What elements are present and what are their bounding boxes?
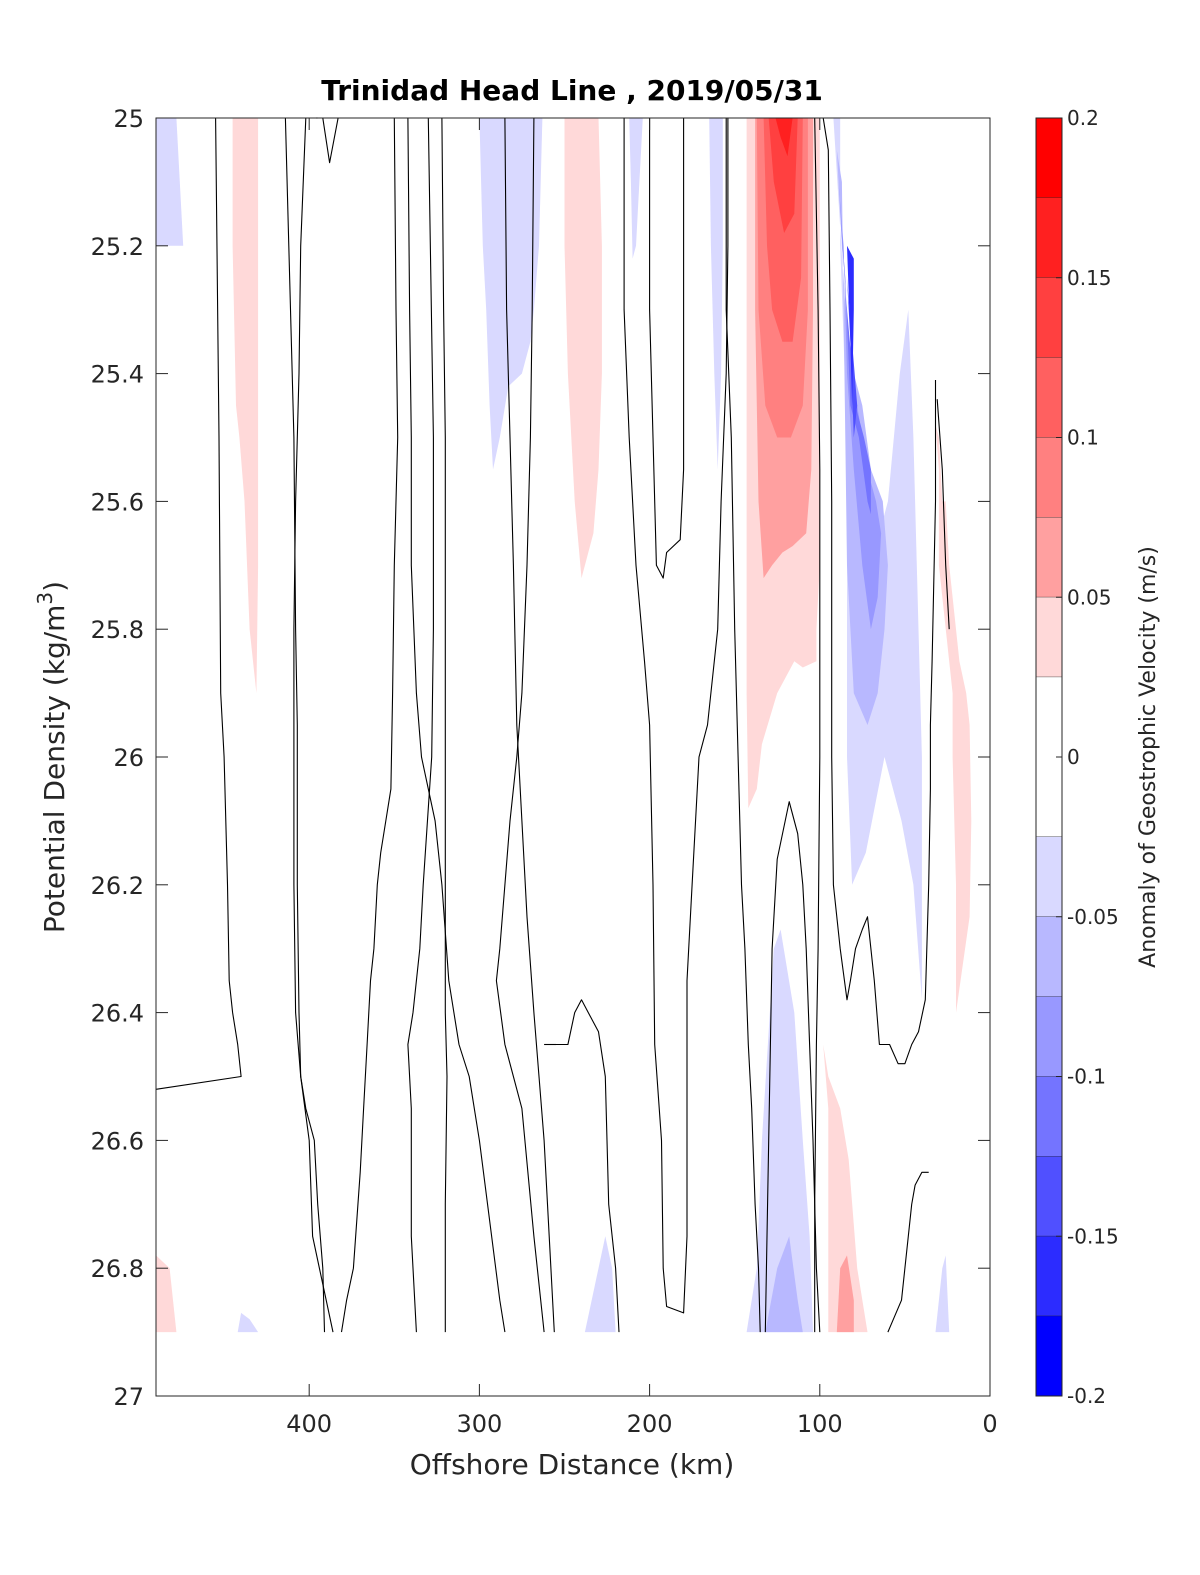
colorbar-tick-label: -0.15 <box>1067 1224 1119 1248</box>
colorbar-level <box>1036 1076 1062 1157</box>
y-axis-label: Potential Density (kg/m3) <box>33 581 71 933</box>
contour-fill-region <box>935 424 972 1077</box>
colorbar-level <box>1036 357 1062 438</box>
zero-contour-line <box>649 118 685 579</box>
colorbar-label: Anomaly of Geostrophic Velocity (m/s) <box>1136 546 1161 968</box>
colorbar-tick-label: -0.05 <box>1067 905 1119 929</box>
contour-fill-region <box>823 1044 868 1333</box>
y-tick-label: 25.2 <box>91 233 144 261</box>
zero-contour-line <box>340 117 399 1333</box>
y-tick-label: 25.6 <box>91 488 144 516</box>
zero-contour-lines <box>155 117 950 1333</box>
zero-contour-line <box>284 117 326 1333</box>
contour-fill-region <box>479 118 543 470</box>
contour-fill-region <box>935 1255 950 1333</box>
zero-contour-line <box>725 118 761 1333</box>
contour-fill-region <box>836 1255 854 1333</box>
contour-fill-region <box>569 118 582 246</box>
zero-contour-line <box>822 117 937 1065</box>
zero-contour-line <box>155 117 242 1090</box>
y-tick-label: 26 <box>113 744 144 772</box>
contour-fill-region <box>838 181 882 630</box>
filled-contours <box>156 118 972 1333</box>
zero-contour-line <box>495 117 545 1333</box>
colorbar-levels <box>1036 118 1062 1397</box>
contour-fill-region <box>156 1255 177 1333</box>
contour-fill-region <box>746 929 813 1333</box>
colorbar-level <box>1036 836 1062 917</box>
zero-contour-line <box>936 399 950 630</box>
y-tick-label: 25.4 <box>91 361 144 389</box>
x-axis-ticks: 400 300 200 100 0 <box>286 118 998 1438</box>
colorbar-level <box>1036 277 1062 358</box>
colorbar-level <box>1036 437 1062 518</box>
y-tick-label: 26.4 <box>91 1000 144 1028</box>
zero-contour-line <box>764 801 821 1333</box>
contour-fill-region <box>775 118 793 157</box>
x-tick-label: 0 <box>982 1410 997 1438</box>
colorbar-tick-label: 0.1 <box>1067 426 1099 450</box>
colorbar-ticks: 0.2 0.15 0.1 0.05 0 -0.05 -0.1 -0.15 -0.2 <box>1056 106 1119 1408</box>
colorbar-tick-label: 0.15 <box>1067 266 1112 290</box>
colorbar-tick-label: -0.2 <box>1067 1384 1106 1408</box>
colorbar-level <box>1036 1156 1062 1237</box>
contour-fill-region <box>847 245 854 406</box>
colorbar-level <box>1036 1236 1062 1317</box>
colorbar: 0.2 0.15 0.1 0.05 0 -0.05 -0.1 -0.15 -0.2 Anomal… <box>1035 106 1161 1408</box>
colorbar-level <box>1036 996 1062 1077</box>
contour-fill-region <box>765 1236 803 1333</box>
contour-fill-region <box>232 118 259 694</box>
zero-contour-line <box>623 118 729 1314</box>
x-tick-label: 200 <box>627 1410 673 1438</box>
colorbar-tick-label: 0.05 <box>1067 585 1112 609</box>
contour-fill-region <box>584 1236 616 1333</box>
contour-fill-region <box>156 118 184 246</box>
zero-contour-line <box>293 117 334 1333</box>
contour-fill-region <box>768 118 798 233</box>
contour-fill-region <box>709 118 723 470</box>
colorbar-tick-label: 0.2 <box>1067 106 1099 130</box>
chart-title: Trinidad Head Line , 2019/05/31 <box>321 74 823 107</box>
zero-contour-line <box>407 117 434 1333</box>
colorbar-level <box>1036 597 1062 678</box>
x-axis-label: Offshore Distance (km) <box>410 1448 735 1481</box>
x-tick-label: 400 <box>286 1410 332 1438</box>
y-axis-label-close: ) <box>38 581 71 592</box>
contour-fill-region <box>629 118 643 259</box>
zero-contour-line <box>556 999 620 1333</box>
colorbar-level <box>1036 916 1062 997</box>
contour-fill-region <box>841 213 858 438</box>
zero-contour-line <box>504 117 555 1333</box>
colorbar-tick-label: -0.1 <box>1067 1065 1106 1089</box>
y-tick-label: 26.8 <box>91 1255 144 1283</box>
zero-contour-line <box>814 117 821 1333</box>
x-tick-label: 100 <box>797 1410 843 1438</box>
y-tick-label: 26.2 <box>91 872 144 900</box>
plot-area: 400 300 200 100 0 25 25.2 25.4 25.6 25.8 26 26.2 26… <box>91 105 998 1438</box>
colorbar-tick-label: 0 <box>1067 745 1080 769</box>
y-axis-label-main: Potential Density (kg/m <box>38 605 71 934</box>
colorbar-level <box>1036 197 1062 278</box>
zero-contour-line <box>887 1171 929 1333</box>
y-tick-label: 25.8 <box>91 616 144 644</box>
y-tick-label: 27 <box>113 1383 144 1411</box>
y-tick-label: 26.6 <box>91 1127 144 1155</box>
colorbar-level <box>1036 517 1062 598</box>
x-tick-label: 300 <box>456 1410 502 1438</box>
y-tick-label: 25 <box>113 105 144 133</box>
colorbar-level <box>1036 1316 1062 1396</box>
zero-contour-line <box>441 117 448 1333</box>
zero-contour-line <box>407 117 506 1333</box>
y-axis-label-superscript: 3 <box>33 592 57 605</box>
colorbar-level <box>1036 118 1062 198</box>
y-axis-ticks: 25 25.2 25.4 25.6 25.8 26 26.2 26.4 26.6 26.8 27 <box>91 105 990 1411</box>
contour-fill-region <box>237 1312 259 1333</box>
contour-fill-region <box>840 213 871 515</box>
